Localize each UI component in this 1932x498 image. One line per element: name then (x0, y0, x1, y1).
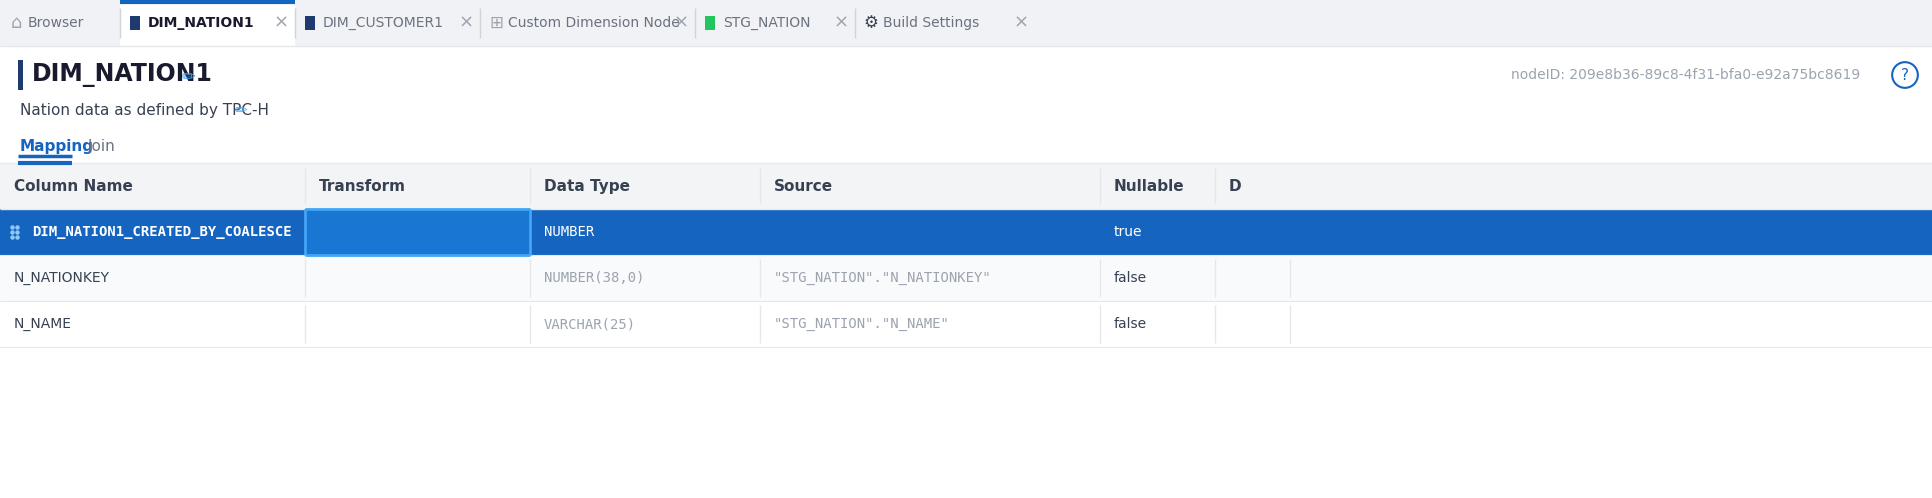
Text: ✏: ✏ (236, 103, 247, 118)
Text: nodeID: 209e8b36-89c8-4f31-bfa0-e92a75bc8619: nodeID: 209e8b36-89c8-4f31-bfa0-e92a75bc… (1511, 68, 1861, 82)
Text: ×: × (1014, 14, 1028, 32)
Text: ×: × (274, 14, 288, 32)
Text: ×: × (833, 14, 848, 32)
Text: true: true (1115, 225, 1142, 239)
Text: ×: × (674, 14, 688, 32)
Bar (129, 16, 139, 30)
Text: Nullable: Nullable (1115, 178, 1184, 194)
Bar (0, 0, 1932, 46)
Text: Source: Source (775, 178, 833, 194)
Bar (0, 0, 120, 46)
Text: Build Settings: Build Settings (883, 16, 980, 30)
Text: Column Name: Column Name (14, 178, 133, 194)
Bar (856, 0, 1036, 46)
Bar (305, 16, 315, 30)
Text: D: D (1229, 178, 1242, 194)
Text: false: false (1115, 271, 1148, 285)
Text: Nation data as defined by TPC-H: Nation data as defined by TPC-H (19, 103, 269, 118)
Bar (0, 255, 1932, 301)
Bar (120, 0, 296, 46)
Text: ✏: ✏ (182, 67, 195, 85)
Bar (296, 0, 479, 46)
Text: ?: ? (1901, 68, 1909, 83)
Text: ×: × (458, 14, 473, 32)
Text: N_NAME: N_NAME (14, 317, 71, 331)
Bar (305, 209, 529, 255)
Text: DIM_NATION1: DIM_NATION1 (33, 63, 213, 87)
Text: NUMBER(38,0): NUMBER(38,0) (545, 271, 645, 285)
Bar (0, 301, 1932, 347)
Bar (696, 0, 856, 46)
Text: N_NATIONKEY: N_NATIONKEY (14, 271, 110, 285)
Bar (0, 163, 1932, 209)
Bar (0, 209, 1932, 255)
Bar (17, 60, 23, 90)
Text: NUMBER: NUMBER (545, 225, 595, 239)
Text: ⚙: ⚙ (864, 14, 879, 32)
Text: Custom Dimension Node: Custom Dimension Node (508, 16, 680, 30)
Text: ⊞: ⊞ (489, 14, 502, 32)
Bar (705, 16, 715, 30)
Text: Mapping: Mapping (19, 138, 95, 153)
Text: Join: Join (89, 138, 116, 153)
Text: Data Type: Data Type (545, 178, 630, 194)
Text: DIM_NATION1: DIM_NATION1 (149, 16, 255, 30)
Text: "STG_NATION"."N_NAME": "STG_NATION"."N_NAME" (775, 317, 951, 331)
Text: Browser: Browser (27, 16, 85, 30)
Text: DIM_NATION1_CREATED_BY_COALESCE: DIM_NATION1_CREATED_BY_COALESCE (33, 225, 292, 239)
Text: STG_NATION: STG_NATION (723, 16, 811, 30)
Text: "STG_NATION"."N_NATIONKEY": "STG_NATION"."N_NATIONKEY" (775, 271, 991, 285)
Text: false: false (1115, 317, 1148, 331)
Text: VARCHAR(25): VARCHAR(25) (545, 317, 636, 331)
Text: DIM_CUSTOMER1: DIM_CUSTOMER1 (323, 16, 444, 30)
Text: ⌂: ⌂ (10, 14, 21, 32)
Bar (479, 0, 696, 46)
Text: Transform: Transform (319, 178, 406, 194)
